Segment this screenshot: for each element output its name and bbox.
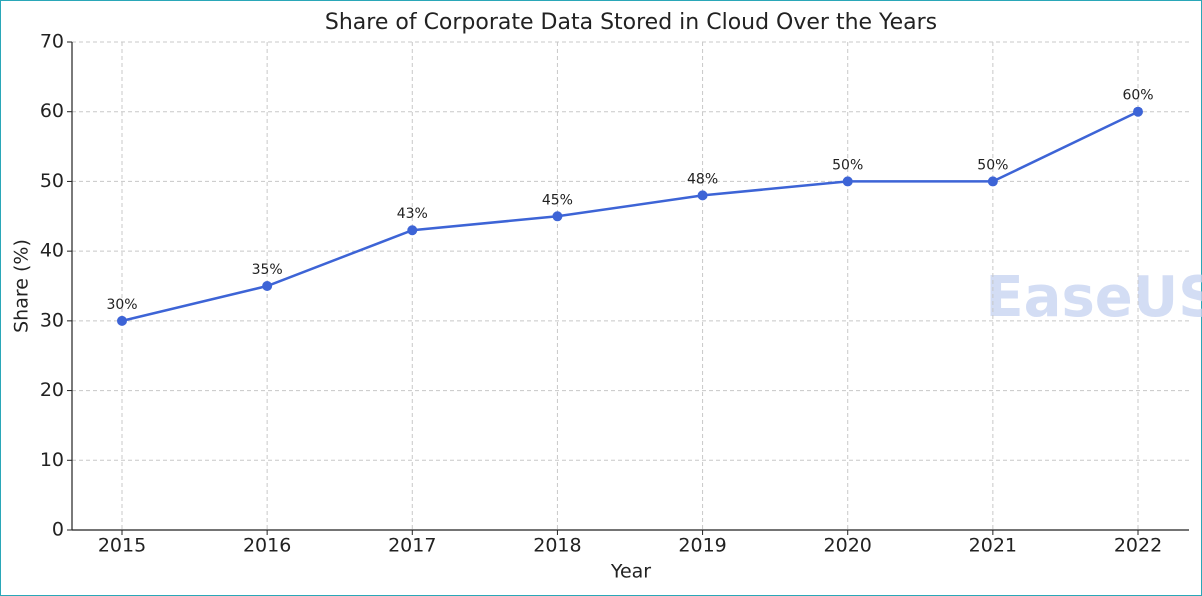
point	[407, 225, 418, 236]
value-label: 45%	[542, 192, 573, 208]
x-tick-label: 2018	[533, 535, 581, 557]
point	[697, 190, 708, 201]
value-label: 30%	[106, 297, 137, 313]
value-label: 50%	[977, 157, 1008, 173]
value-label: 43%	[397, 206, 428, 222]
x-tick-label: 2019	[678, 535, 726, 557]
y-tick-label: 20	[40, 379, 64, 401]
y-tick-label: 30	[40, 309, 64, 331]
x-tick-label: 2017	[388, 535, 436, 557]
y-tick-label: 10	[40, 449, 64, 471]
x-tick-label: 2021	[969, 535, 1017, 557]
point	[987, 176, 998, 187]
line	[121, 110, 1139, 323]
value-label: 35%	[252, 262, 283, 278]
x-tick-label: 2020	[824, 535, 872, 557]
y-tick-label: 40	[40, 240, 64, 262]
y-tick-label: 70	[40, 31, 64, 53]
point	[1133, 106, 1143, 117]
y-axis-label: Share (%)	[11, 239, 33, 333]
point	[552, 211, 563, 222]
point	[262, 281, 273, 291]
value-label: 50%	[832, 157, 863, 173]
point	[842, 176, 853, 187]
chart-title: Share of Corporate Data Stored in Cloud …	[325, 10, 937, 35]
x-tick-label: 2015	[98, 535, 146, 557]
x-tick-label: 2022	[1114, 535, 1162, 557]
x-tick-label: 2016	[243, 535, 291, 557]
y-tick-label: 50	[40, 170, 64, 192]
watermark: EaseUS	[985, 265, 1202, 330]
y-tick-label: 60	[40, 100, 64, 122]
x-axis-label: Year	[610, 561, 651, 583]
y-tick-label: 0	[52, 519, 64, 541]
point	[117, 315, 127, 326]
value-label: 48%	[687, 171, 718, 187]
value-label: 60%	[1122, 88, 1153, 104]
